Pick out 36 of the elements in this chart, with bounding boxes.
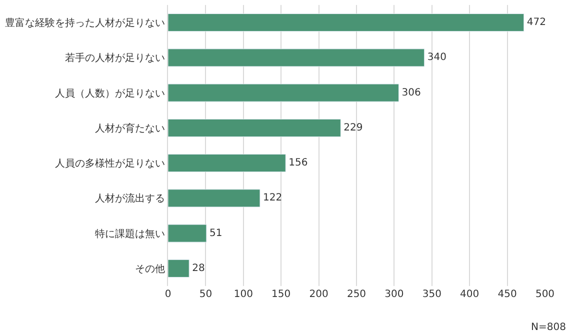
y-tick-label: 特に課題は無い <box>95 228 165 240</box>
data-label: 472 <box>526 17 546 28</box>
y-tick-label: 人材が流出する <box>95 192 165 205</box>
bar <box>168 259 190 278</box>
data-label: 51 <box>209 228 222 239</box>
data-label: 229 <box>344 122 363 134</box>
bar <box>168 118 341 137</box>
bar <box>168 14 524 32</box>
data-label: 122 <box>262 192 282 204</box>
bar <box>168 154 286 172</box>
y-tick-label: 豊富な経験を持った人材が足りない <box>5 17 165 30</box>
bar <box>168 84 399 102</box>
data-label: 156 <box>288 158 308 169</box>
data-label: 340 <box>427 52 446 64</box>
x-tick-label: 100 <box>234 289 253 300</box>
data-label: 306 <box>402 87 421 98</box>
y-tick-label: 若手の人材が足りない <box>65 52 165 64</box>
x-tick-label: 300 <box>384 289 404 300</box>
bar <box>168 48 425 67</box>
y-tick-label: 人材が育たない <box>95 122 165 134</box>
x-tick-label: 400 <box>460 289 480 300</box>
data-label: 28 <box>192 262 205 274</box>
x-tick-label: 250 <box>346 289 366 300</box>
bar <box>168 189 260 208</box>
x-tick-label: 0 <box>164 289 172 300</box>
y-tick-label: 人員（人数）が足りない <box>55 88 165 100</box>
text: N=808 <box>531 322 566 333</box>
x-tick-label: 50 <box>199 289 212 300</box>
y-tick-label: その他 <box>135 262 165 275</box>
bar <box>168 224 207 242</box>
y-tick-label: 人員の多様性が足りない <box>55 158 165 170</box>
x-tick-label: 500 <box>535 289 555 300</box>
x-tick-label: 450 <box>498 289 517 300</box>
x-tick-label: 150 <box>272 289 291 300</box>
x-tick-label: 200 <box>309 289 328 300</box>
x-tick-label: 350 <box>422 289 442 300</box>
